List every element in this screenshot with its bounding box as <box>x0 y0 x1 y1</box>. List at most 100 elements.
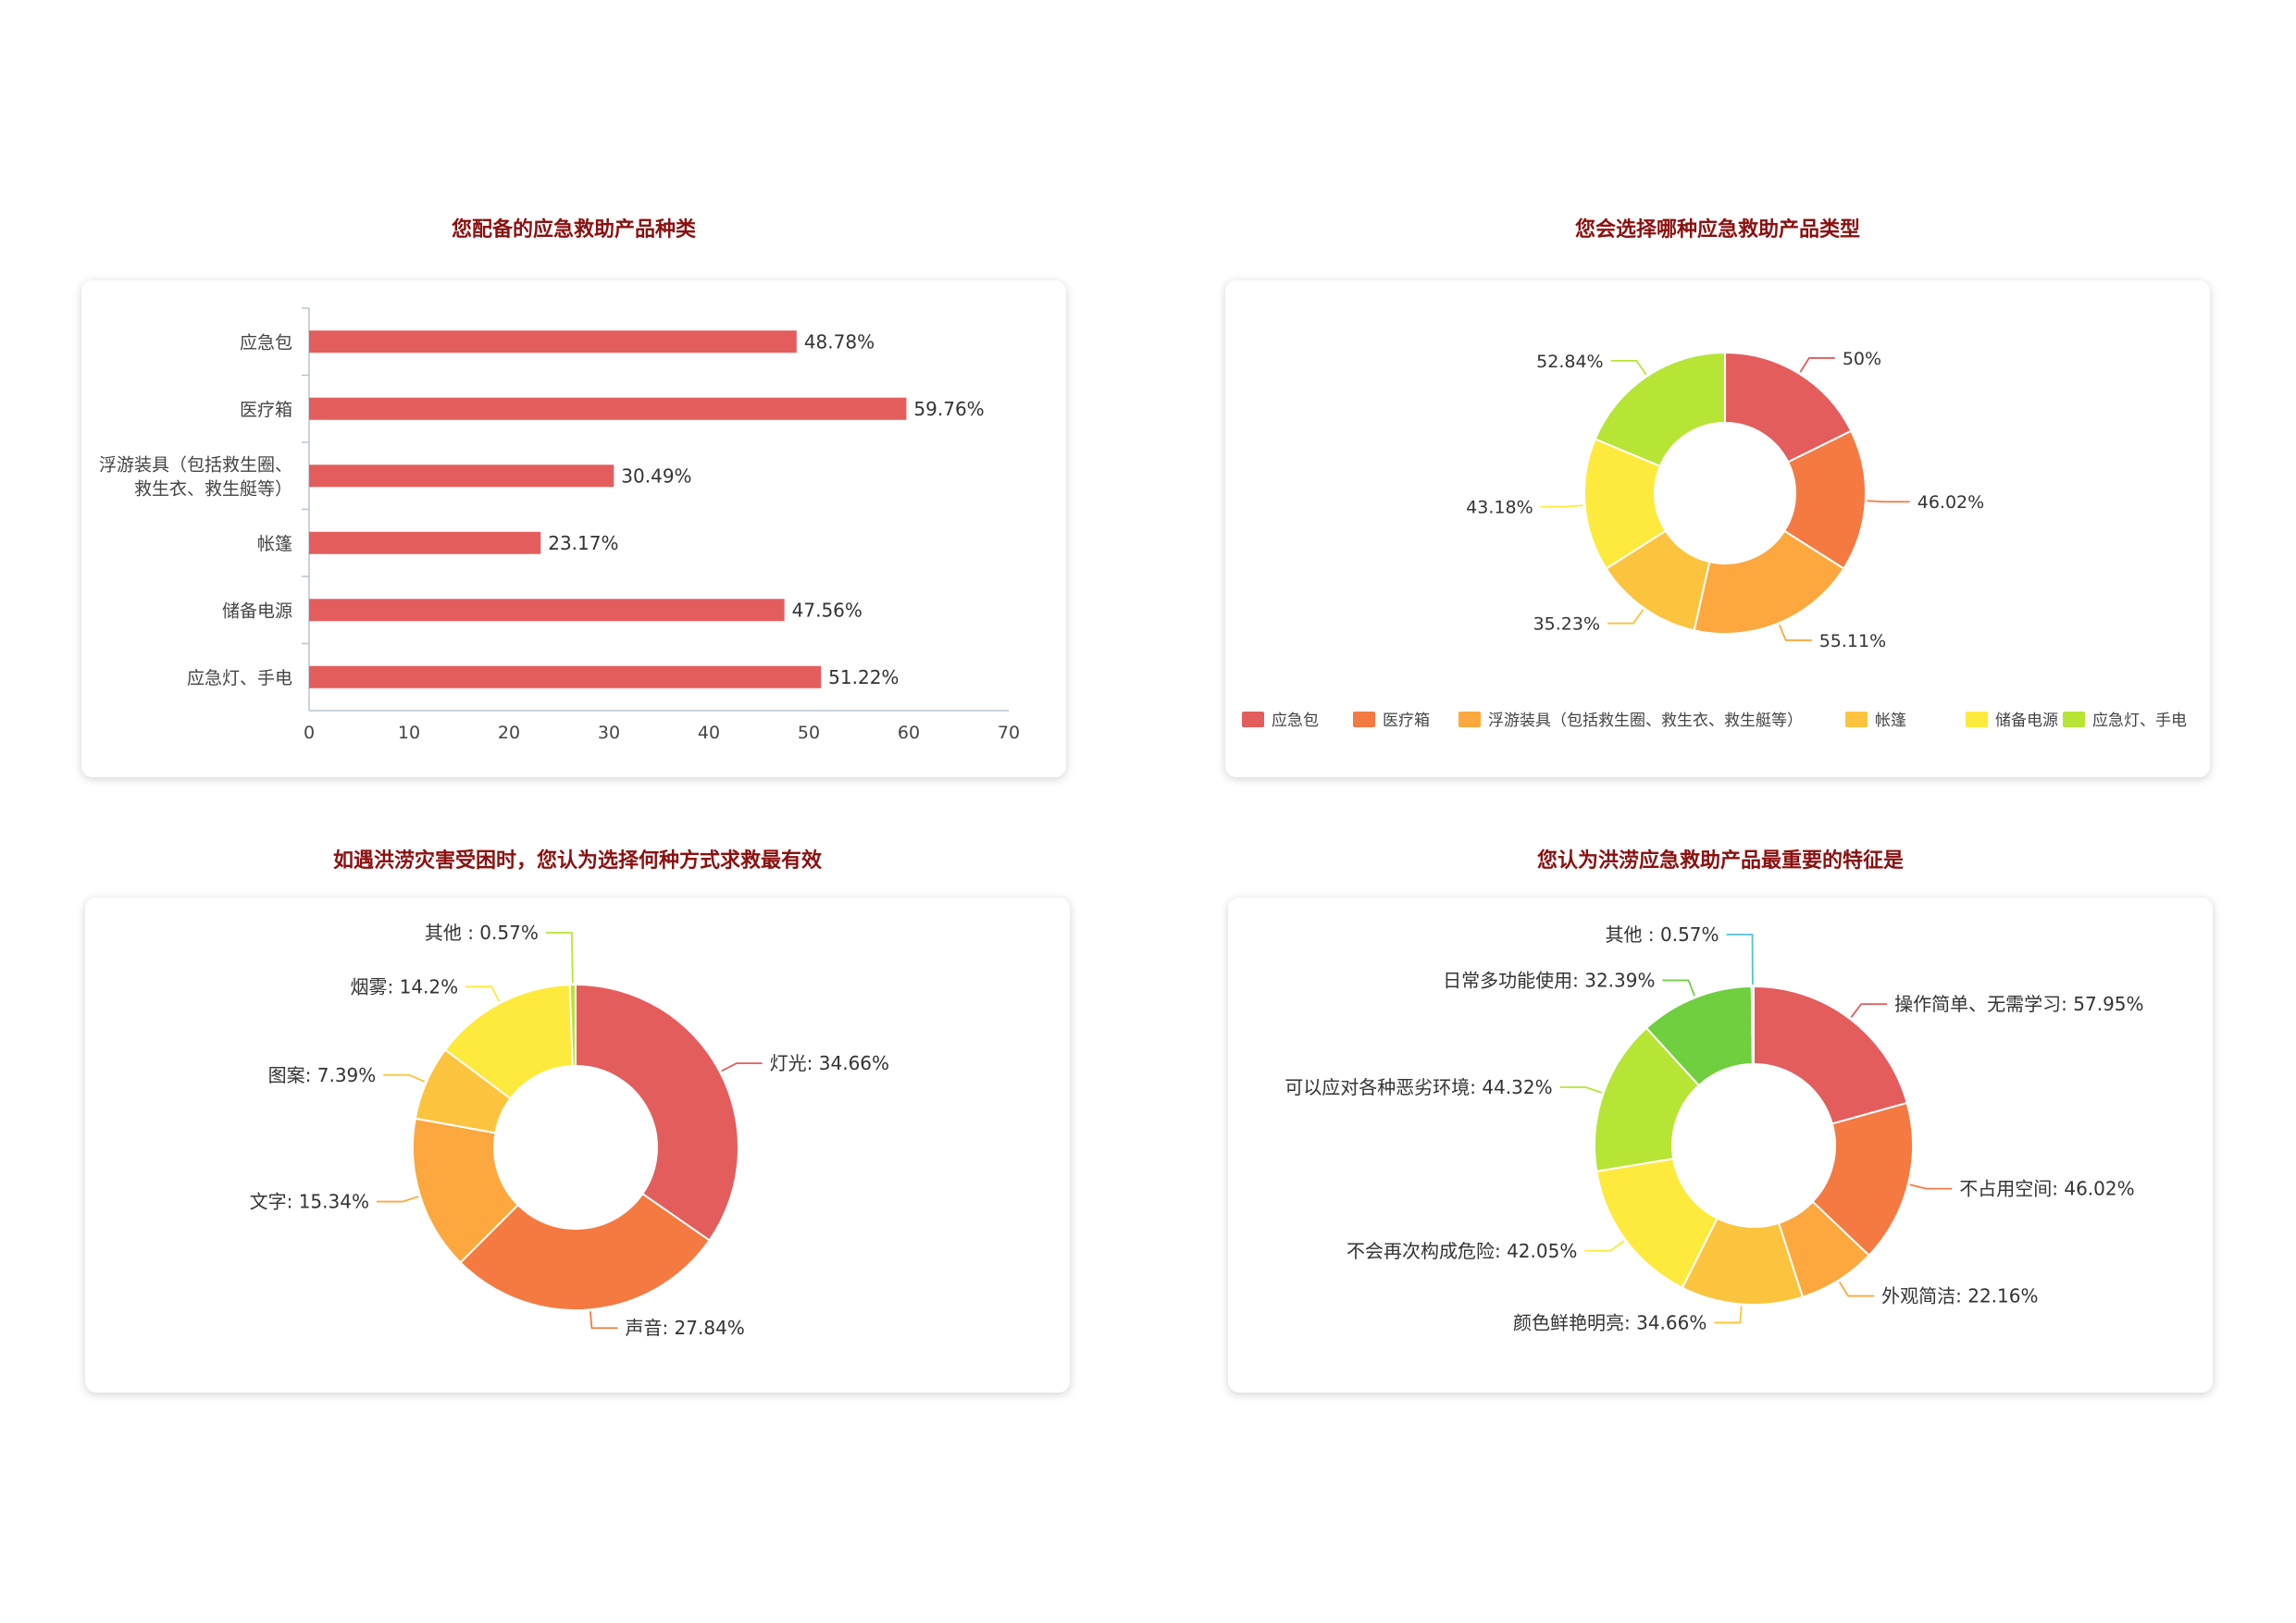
x-tick-label: 70 <box>998 723 1020 743</box>
slice-label: 烟雾: 14.2% <box>351 975 459 997</box>
label-leader-line <box>1540 504 1583 508</box>
chart3-title: 如遇洪涝灾害受困时，您认为选择何种方式求救最有效 <box>332 849 822 873</box>
legend-label: 浮游装具（包括救生圈、救生衣、救生艇等） <box>1488 712 1803 730</box>
donut-chart-product-type: 50% 46.02% 55.11% 35.23% 43.18% 52.84% 应急包 医疗箱 浮… <box>1242 349 2187 730</box>
legend-label: 应急灯、手电 <box>2092 712 2187 730</box>
legend-label: 应急包 <box>1272 712 1319 730</box>
chart2-title: 您会选择哪种应急救助产品类型 <box>1574 218 1860 242</box>
label-leader-line <box>1610 359 1647 376</box>
x-tick-label: 60 <box>898 723 920 743</box>
label-leader-line <box>1850 1003 1888 1019</box>
label-leader-line <box>1909 1183 1953 1190</box>
label-leader-line <box>1778 624 1812 641</box>
label-leader-line <box>1726 934 1754 985</box>
donut-chart-rescue-method: 灯光: 34.66% 声音: 27.84% 文字: 15.34% 图案: 7.39% 烟… <box>250 922 889 1339</box>
category-label: 浮游装具（包括救生圈、 <box>99 454 292 475</box>
legend-swatch <box>1353 712 1375 727</box>
slice-label: 其他 : 0.57% <box>425 922 539 944</box>
label-leader-line <box>721 1062 763 1072</box>
slice-label: 52.84% <box>1536 352 1603 372</box>
slice-label: 其他 : 0.57% <box>1606 923 1719 946</box>
label-leader-line <box>1867 500 1910 503</box>
slice-label: 日常多功能使用: 32.39% <box>1443 969 1655 991</box>
x-tick-label: 20 <box>498 723 520 743</box>
chart1-title: 您配备的应急救助产品种类 <box>451 218 696 242</box>
chart4-title: 您认为洪涝应急救助产品最重要的特征是 <box>1536 849 1904 873</box>
category-label: 救生衣、救生艇等） <box>134 478 292 499</box>
donut-slice <box>575 983 739 1242</box>
chart1-card: 48.78% 应急包 59.76% 医疗箱 30.49% 浮游装具（包括救生圈、救生衣、救… <box>81 280 1066 777</box>
donut-slice <box>1782 429 1867 570</box>
slice-label: 可以应对各种恶劣环境: 44.32% <box>1285 1076 1552 1098</box>
slice-label: 声音: 27.84% <box>625 1317 744 1339</box>
label-leader-line <box>1838 1281 1875 1297</box>
bar-value-label: 48.78% <box>804 330 875 353</box>
x-tick-label: 30 <box>598 723 620 743</box>
slice-label: 操作简单、无需学习: 57.95% <box>1894 993 2143 1015</box>
slice-label: 文字: 15.34% <box>250 1191 369 1213</box>
bar-value-label: 51.22% <box>828 666 899 688</box>
label-leader-line <box>1559 1086 1602 1094</box>
legend-swatch <box>2063 712 2085 727</box>
category-label: 储备电源 <box>222 601 292 621</box>
slice-label: 颜色鲜艳明亮: 34.66% <box>1513 1311 1706 1333</box>
donut-slice <box>1693 529 1845 635</box>
slice-label: 35.23% <box>1533 614 1600 635</box>
slice-label: 外观简洁: 22.16% <box>1881 1285 2038 1307</box>
bar <box>309 465 614 488</box>
legend-swatch <box>1458 712 1481 727</box>
donut-slice <box>1724 351 1853 464</box>
donut-slice <box>568 983 577 1068</box>
label-leader-line <box>1799 357 1835 373</box>
bar-value-label: 23.17% <box>548 532 618 554</box>
slice-label: 图案: 7.39% <box>268 1064 377 1086</box>
slice-label: 灯光: 34.66% <box>770 1052 889 1074</box>
bar-value-label: 59.76% <box>913 398 984 420</box>
donut-slice <box>1753 985 1908 1125</box>
bar-chart: 48.78% 应急包 59.76% 医疗箱 30.49% 浮游装具（包括救生圈、救生衣、救… <box>99 307 1020 743</box>
legend-label: 帐篷 <box>1875 712 1906 730</box>
slice-label: 43.18% <box>1466 498 1533 518</box>
category-label: 医疗箱 <box>240 400 292 420</box>
chart2-card: 50% 46.02% 55.11% 35.23% 43.18% 52.84% 应急包 医疗箱 浮… <box>1225 280 2210 777</box>
donut-chart-features: 操作简单、无需学习: 57.95% 不占用空间: 46.02% 外观简洁: 22.1… <box>1285 923 2143 1333</box>
bar <box>309 665 822 688</box>
bar-value-label: 47.56% <box>792 599 863 621</box>
category-label: 应急灯、手电 <box>187 668 292 688</box>
legend-swatch <box>1845 712 1868 727</box>
chart4-card: 操作简单、无需学习: 57.95% 不占用空间: 46.02% 外观简洁: 22.1… <box>1228 898 2213 1393</box>
label-leader-line <box>1714 1306 1743 1324</box>
slice-label: 不会再次构成危险: 42.05% <box>1347 1240 1577 1262</box>
x-tick-label: 40 <box>698 723 720 743</box>
label-leader-line <box>589 1311 618 1330</box>
donut-slice <box>1811 1101 1914 1258</box>
slice-label: 46.02% <box>1917 492 1984 513</box>
x-tick-label: 0 <box>304 723 315 743</box>
label-leader-line <box>383 1073 426 1083</box>
bar <box>309 599 785 622</box>
bar-value-label: 30.49% <box>621 465 691 487</box>
bar <box>309 397 907 420</box>
slice-label: 不占用空间: 46.02% <box>1959 1178 2134 1200</box>
chart3-card: 灯光: 34.66% 声音: 27.84% 文字: 15.34% 图案: 7.39% 烟… <box>85 898 1070 1393</box>
donut-slice <box>1594 351 1726 468</box>
label-leader-line <box>376 1196 419 1203</box>
label-leader-line <box>1584 1240 1625 1252</box>
donut-slice <box>459 1192 711 1311</box>
bar <box>309 531 541 554</box>
slice-label: 50% <box>1843 349 1881 369</box>
legend-label: 医疗箱 <box>1383 712 1430 730</box>
donut-slice <box>1750 985 1755 1066</box>
x-tick-label: 10 <box>398 723 420 743</box>
label-leader-line <box>545 932 574 984</box>
x-tick-label: 50 <box>798 723 820 743</box>
legend-label: 储备电源 <box>1995 712 2058 730</box>
label-leader-line <box>1607 609 1644 625</box>
legend-swatch <box>1966 712 1988 727</box>
label-leader-line <box>465 985 501 1002</box>
category-label: 应急包 <box>240 332 292 353</box>
bar <box>309 330 797 353</box>
label-leader-line <box>1662 979 1695 997</box>
slice-label: 55.11% <box>1819 631 1886 651</box>
legend-swatch <box>1242 712 1264 727</box>
